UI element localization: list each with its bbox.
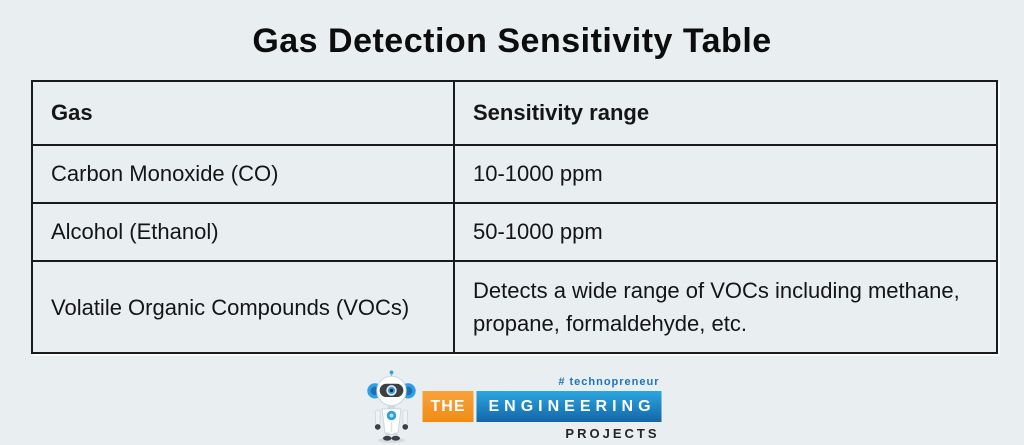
table-row: Alcohol (Ethanol) 50-1000 ppm — [31, 202, 998, 262]
cell-gas: Carbon Monoxide (CO) — [31, 144, 455, 204]
table-header-row: Gas Sensitivity range — [31, 80, 998, 146]
table-row: Carbon Monoxide (CO) 10-1000 ppm — [31, 144, 998, 204]
table-row: Volatile Organic Compounds (VOCs) Detect… — [31, 260, 998, 354]
page-title: Gas Detection Sensitivity Table — [252, 22, 772, 60]
brand-word-projects: PROJECTS — [565, 426, 660, 441]
cell-gas: Alcohol (Ethanol) — [31, 202, 455, 262]
header-gas: Gas — [31, 80, 455, 146]
brand-word-engineering: ENGINEERING — [476, 391, 662, 422]
cell-range: 50-1000 ppm — [453, 202, 998, 262]
brand-wordmark: THE ENGINEERING — [422, 391, 662, 422]
cell-range: Detects a wide range of VOCs including m… — [453, 260, 998, 354]
header-sensitivity-range: Sensitivity range — [453, 80, 998, 146]
brand-word-the: THE — [422, 391, 474, 422]
robot-mascot-icon — [367, 370, 416, 444]
brand-logo-text: # technopreneur THE ENGINEERING PROJECTS — [422, 376, 662, 441]
sensitivity-table-container: Gas Sensitivity range Carbon Monoxide (C… — [31, 80, 998, 354]
cell-gas: Volatile Organic Compounds (VOCs) — [31, 260, 455, 354]
sensitivity-table: Gas Sensitivity range Carbon Monoxide (C… — [31, 80, 998, 354]
brand-logo: # technopreneur THE ENGINEERING PROJECTS — [362, 370, 662, 444]
brand-tagline: # technopreneur — [558, 376, 660, 388]
cell-range: 10-1000 ppm — [453, 144, 998, 204]
